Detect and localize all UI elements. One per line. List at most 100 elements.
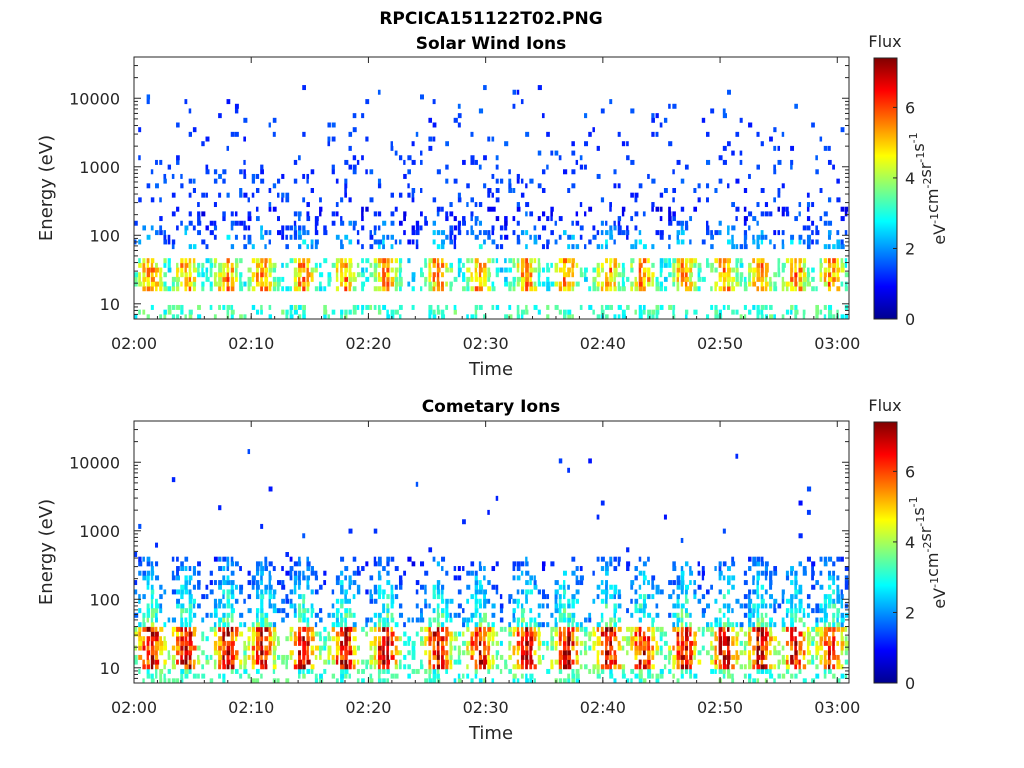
spectrogram-cell — [777, 272, 781, 278]
spectrogram-cell — [247, 580, 252, 586]
spectrogram-cell — [794, 636, 797, 642]
spectrogram-cell — [727, 580, 731, 586]
spectrogram-cell — [647, 281, 651, 287]
spectrogram-cell — [188, 645, 193, 651]
spectrogram-cell — [226, 561, 230, 567]
spectrogram-cell — [516, 267, 520, 273]
spectrogram-cell — [714, 650, 717, 656]
spectrogram-cell — [188, 580, 192, 586]
spectrogram-cell — [785, 654, 789, 660]
spectrogram-cell — [436, 304, 440, 310]
spectrogram-cell — [449, 262, 453, 268]
spectrogram-cell — [634, 197, 638, 203]
spectrogram-cell — [213, 220, 217, 226]
spectrogram-cell — [722, 668, 726, 674]
spectrogram-cell — [647, 556, 650, 562]
spectrogram-cell — [642, 304, 646, 310]
spectrogram-cell — [806, 276, 810, 282]
spectrogram-cell — [420, 561, 425, 567]
spectrogram-cell — [798, 533, 803, 539]
spectrogram-cell — [525, 561, 529, 567]
spectrogram-cell — [293, 589, 297, 595]
spectrogram-cell — [760, 668, 765, 674]
spectrogram-cell — [176, 640, 180, 646]
spectrogram-cell — [226, 612, 231, 618]
spectrogram-cell — [281, 654, 286, 660]
colorbar-gradient-cometary — [873, 421, 898, 684]
spectrogram-cell — [146, 608, 150, 614]
spectrogram-cell — [693, 286, 698, 292]
spectrogram-cell — [487, 230, 491, 236]
spectrogram-cell — [794, 267, 797, 273]
spectrogram-cell — [348, 286, 352, 292]
spectrogram-cell — [159, 276, 163, 282]
colorbar-title-cometary: Flux — [868, 396, 901, 415]
spectrogram-cell — [769, 304, 773, 310]
spectrogram-cell — [512, 608, 516, 614]
spectrogram-cell — [268, 622, 273, 628]
spectrogram-cell — [306, 631, 310, 637]
spectrogram-cell — [769, 594, 773, 600]
spectrogram-cell — [811, 678, 816, 684]
spectrogram-cell — [306, 178, 309, 184]
spectrogram-cell — [134, 654, 138, 660]
spectrogram-cell — [243, 234, 246, 240]
spectrogram-cell — [411, 159, 416, 165]
spectrogram-cell — [756, 645, 761, 651]
spectrogram-cell — [272, 640, 276, 646]
spectrogram-cell — [411, 304, 415, 310]
spectrogram-cell — [441, 664, 445, 670]
spectrogram-cell — [722, 304, 726, 310]
spectrogram-cell — [176, 570, 179, 576]
spectrogram-cell — [226, 650, 231, 656]
spectrogram-cell — [432, 673, 437, 679]
spectrogram-cell — [478, 631, 483, 637]
spectrogram-cell — [794, 654, 798, 660]
spectrogram-cell — [146, 267, 151, 273]
spectrogram-cell — [832, 276, 836, 282]
spectrogram-cell — [668, 659, 671, 665]
spectrogram-cell — [609, 267, 613, 273]
spectrogram-cell — [563, 626, 566, 632]
spectrogram-cell — [592, 234, 597, 240]
spectrogram-cell — [373, 622, 377, 628]
spectrogram-cell — [827, 645, 831, 651]
spectrogram-cell — [525, 594, 528, 600]
spectrogram-cell — [247, 197, 250, 203]
spectrogram-cell — [483, 281, 487, 287]
spectrogram-cell — [369, 230, 372, 236]
spectrogram-cell — [369, 244, 374, 250]
spectrogram-cell — [659, 650, 663, 656]
spectrogram-cell — [251, 192, 255, 198]
spectrogram-cell — [319, 673, 323, 679]
spectrogram-cell — [432, 309, 436, 315]
spectrogram-cell — [609, 304, 613, 310]
spectrogram-cell — [390, 612, 394, 618]
spectrogram-cell — [731, 664, 735, 670]
spectrogram-cell — [310, 188, 315, 193]
spectrogram-cell — [243, 645, 248, 651]
spectrogram-cell — [382, 594, 385, 600]
spectrogram-cell — [781, 598, 785, 604]
spectrogram-cell — [609, 286, 613, 292]
spectrogram-cell — [478, 580, 482, 586]
spectrogram-cell — [306, 262, 310, 268]
spectrogram-cell — [563, 281, 567, 287]
spectrogram-cell — [344, 183, 348, 189]
spectrogram-cell — [748, 636, 752, 642]
spectrogram-cell — [218, 626, 222, 632]
spectrogram-cell — [268, 239, 271, 245]
spectrogram-cell — [188, 594, 193, 600]
spectrogram-cell — [260, 258, 264, 264]
spectrogram-cell — [798, 281, 803, 287]
spectrogram-cell — [718, 659, 722, 665]
spectrogram-cell — [714, 654, 719, 660]
spectrogram-cell — [508, 281, 513, 287]
spectrogram-cell — [386, 659, 390, 665]
spectrogram-cell — [567, 467, 571, 473]
spectrogram-cell — [180, 612, 183, 618]
spectrogram-cell — [760, 636, 765, 642]
spectrogram-cell — [184, 580, 189, 586]
spectrogram-cell — [478, 262, 482, 268]
spectrogram-cell — [255, 566, 260, 572]
